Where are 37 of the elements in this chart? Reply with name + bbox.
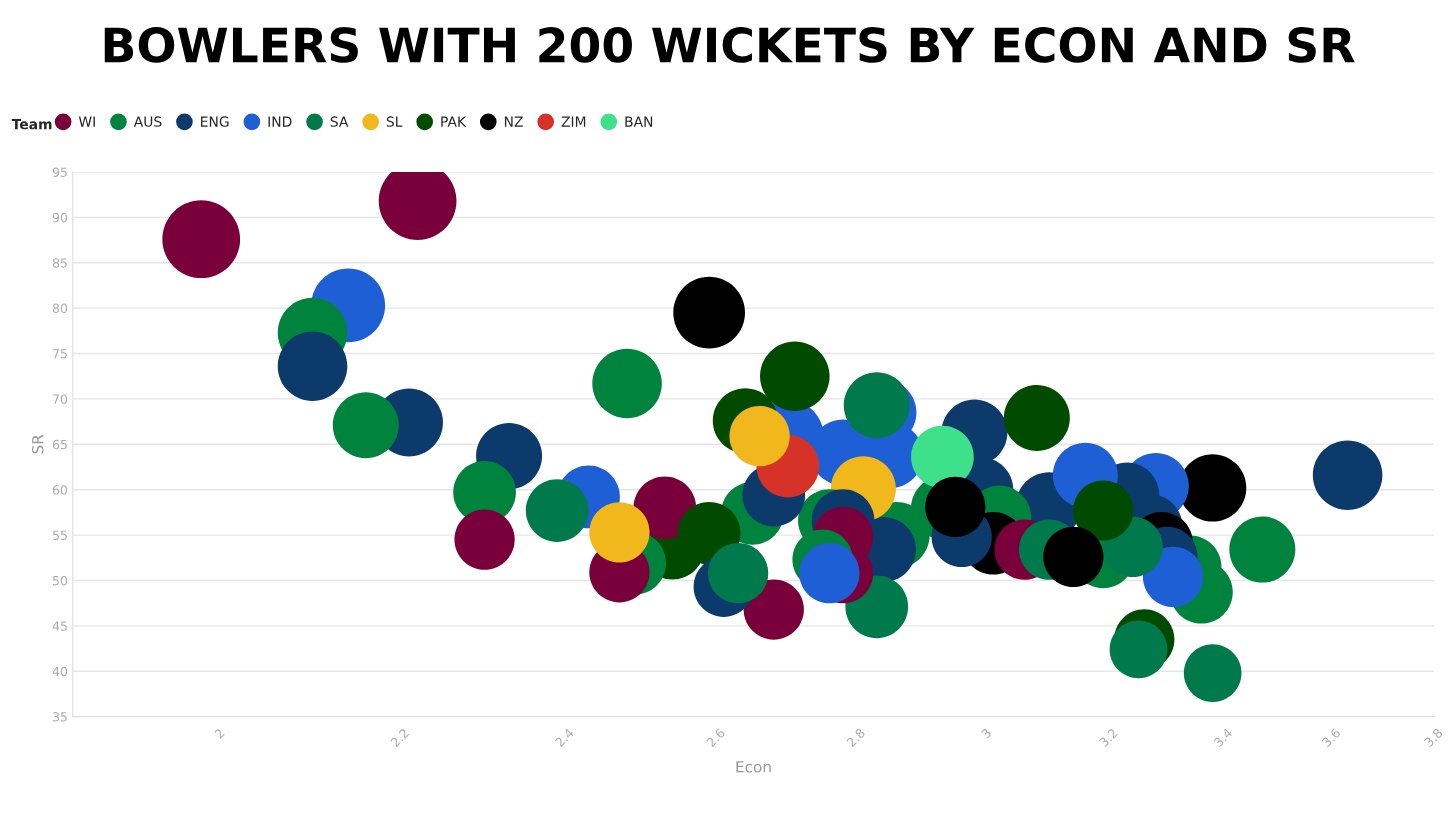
x-tick-label: 2.2 [390,728,410,748]
y-tick-label: 55 [53,530,67,541]
x-axis-title: Econ [736,761,771,773]
legend-label: WI [78,116,95,127]
x-tick-label: 3.6 [1321,727,1341,748]
legend-label: ENG [201,116,229,127]
y-axis-title: SR [31,434,44,454]
y-tick-label: 50 [53,575,68,586]
y-tick-label: 70 [53,394,68,404]
x-tick-label: 3 [980,727,992,739]
x-tick-label: 2.8 [846,727,866,748]
legend-label: ZIM [561,116,586,127]
y-tick-label: 95 [52,167,67,177]
y-tick-label: 45 [52,621,67,631]
legend-label: NZ [504,116,523,127]
legend-label: BAN [625,116,653,127]
x-tick-label: 2 [213,728,225,739]
x-tick-label: 3.8 [1423,727,1444,748]
legend-title: Team [11,119,52,130]
y-tick-label: 90 [52,212,68,223]
x-tick-label: 3.2 [1098,728,1118,748]
y-tick-label: 85 [52,258,67,268]
y-tick-label: 80 [52,303,68,314]
chart-title: BOWLERS WITH 200 WICKETS BY ECON AND SR [104,27,1355,63]
x-tick-label: 2.4 [554,727,575,748]
y-tick-label: 35 [52,712,67,722]
y-tick-label: 75 [53,349,67,359]
legend-label: SL [386,116,403,127]
legend-label: PAK [441,116,467,127]
legend-label: AUS [133,116,162,127]
legend-label: IND [268,116,292,127]
y-tick-label: 40 [52,666,68,677]
x-tick-label: 2.6 [705,727,726,748]
y-tick-label: 60 [52,485,68,495]
legend-label: SA [330,116,349,127]
x-tick-label: 3.4 [1213,727,1233,748]
y-tick-label: 65 [52,439,67,450]
